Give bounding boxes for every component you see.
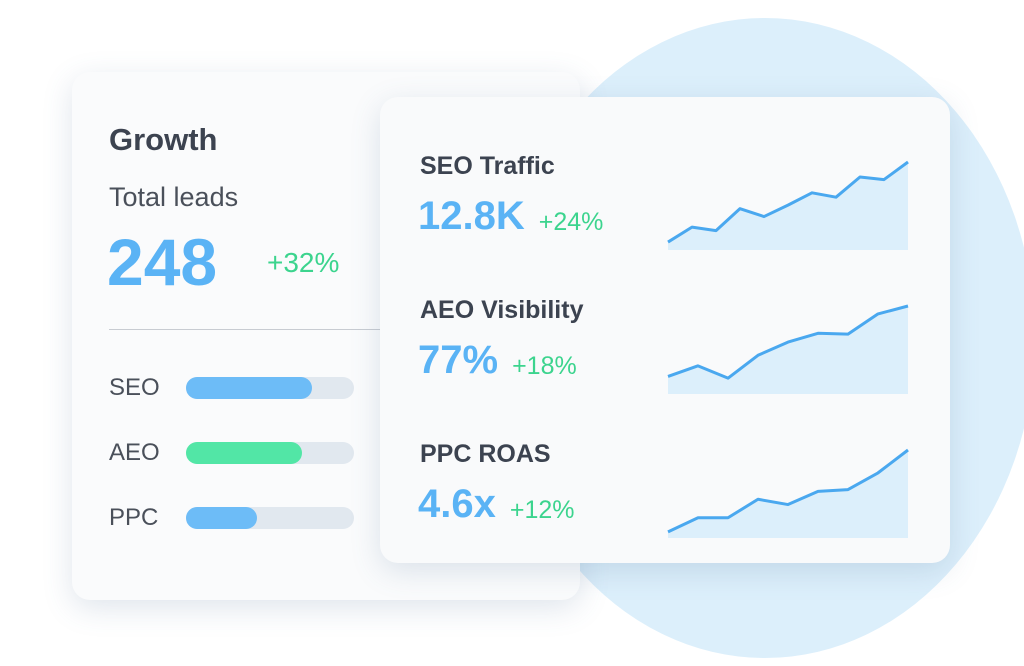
sparkline-area	[668, 306, 908, 394]
sparkline-line	[667, 160, 909, 244]
metric-value: 12.8K	[418, 194, 525, 238]
bar-track	[186, 377, 354, 399]
sparkline	[667, 160, 909, 250]
metric-title: PPC ROAS	[420, 440, 551, 468]
bar-track	[186, 507, 354, 529]
metrics-card: SEO Traffic 12.8K +24% AEO Visibility 77% +18…	[380, 97, 950, 563]
sparkline-area	[668, 450, 908, 538]
bar-label: AEO	[109, 439, 160, 466]
sparkline-line	[667, 448, 909, 534]
label: Total leads	[109, 182, 239, 212]
sparkline	[667, 448, 909, 538]
bar-label: PPC	[109, 504, 159, 531]
bar-fill	[186, 507, 257, 529]
metric-title: SEO Traffic	[420, 152, 555, 180]
sparkline-line	[667, 304, 909, 380]
metric-value: 77%	[418, 338, 499, 382]
metric-change: +18%	[512, 352, 577, 380]
divider	[109, 329, 409, 330]
bar-fill	[186, 377, 312, 399]
metric-title: AEO Visibility	[420, 296, 584, 324]
metric-value: 4.6x	[418, 482, 496, 526]
metric-change: +12%	[509, 496, 575, 524]
bar-fill	[186, 442, 302, 464]
sparkline	[667, 304, 909, 394]
bar-track	[186, 442, 354, 464]
value: 248	[107, 225, 218, 299]
bar-label: SEO	[109, 374, 160, 401]
title: Growth	[109, 122, 218, 157]
metric-change: +24%	[538, 208, 604, 236]
change: +32%	[267, 247, 340, 278]
